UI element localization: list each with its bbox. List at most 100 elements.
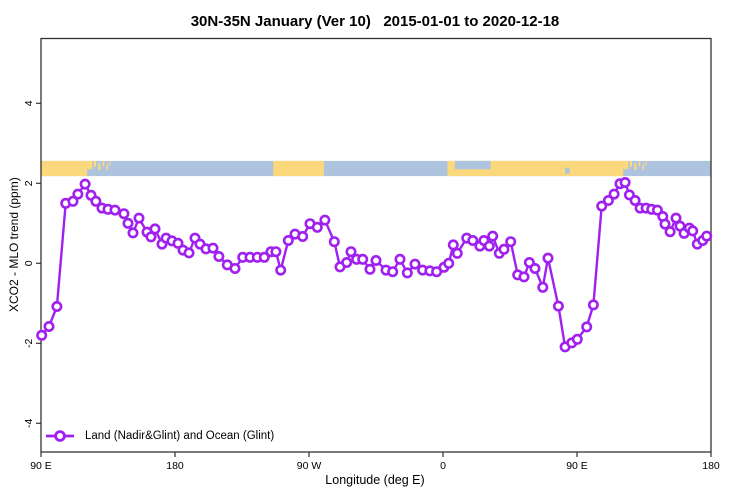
- map-strip-coast-speckle: [102, 160, 105, 167]
- data-point-marker: [608, 188, 620, 200]
- data-point-marker: [357, 253, 369, 265]
- data-point-marker: [51, 300, 63, 312]
- data-point-marker: [341, 256, 353, 268]
- x-tick-label: 180: [702, 460, 720, 472]
- data-point-marker: [328, 236, 340, 248]
- y-tick-label: -4: [23, 418, 35, 427]
- x-tick-label: 90 E: [30, 460, 52, 472]
- data-point-marker: [122, 217, 134, 229]
- data-point-marker: [370, 254, 382, 266]
- legend-marker-icon: [46, 430, 74, 442]
- y-tick-label: 2: [23, 180, 35, 186]
- y-tick-label: -2: [23, 338, 35, 347]
- data-point-marker: [629, 195, 641, 207]
- map-strip-sea-patch: [454, 160, 491, 170]
- data-point-marker: [133, 212, 145, 224]
- data-point-marker: [297, 231, 309, 243]
- data-point-marker: [529, 262, 541, 274]
- map-strip-land: [41, 160, 88, 177]
- x-tick-label: 90 W: [297, 460, 322, 472]
- data-point-marker: [118, 208, 130, 220]
- data-point-marker: [67, 195, 79, 207]
- data-point-marker: [487, 230, 499, 242]
- data-point-marker: [664, 226, 676, 238]
- map-strip-coast-speckle: [638, 160, 641, 167]
- data-point-marker: [571, 333, 583, 345]
- x-tick-label: 180: [166, 460, 184, 472]
- map-strip-sea-patch: [565, 167, 570, 174]
- data-point-marker: [467, 235, 479, 247]
- data-point-marker: [443, 257, 455, 269]
- x-tick-label: 0: [440, 460, 446, 472]
- data-point-marker: [659, 218, 671, 230]
- data-point-marker: [483, 240, 495, 252]
- map-strip-coast-speckle: [645, 160, 647, 166]
- data-point-marker: [687, 225, 699, 237]
- chart-title: 30N-35N January (Ver 10) 2015-01-01 to 2…: [190, 13, 560, 30]
- data-point-marker: [581, 321, 593, 333]
- x-axis-label: Longitude (deg E): [325, 473, 425, 487]
- legend-label: Land (Nadir&Glint) and Ocean (Glint): [85, 430, 275, 442]
- data-point-marker: [552, 300, 564, 312]
- data-point-marker: [387, 266, 399, 278]
- data-point-marker: [409, 258, 421, 270]
- map-strip-coast-speckle: [634, 163, 637, 171]
- data-point-marker: [127, 227, 139, 239]
- data-point-marker: [270, 246, 282, 258]
- data-point-marker: [172, 237, 184, 249]
- y-tick-label: 4: [23, 100, 35, 106]
- map-strip-coast-speckle: [87, 160, 93, 170]
- data-point-marker: [319, 214, 331, 226]
- data-point-marker: [542, 252, 554, 264]
- data-point-marker: [451, 247, 463, 259]
- data-point-marker: [72, 188, 84, 200]
- map-strip-coast-speckle: [109, 160, 111, 166]
- plot-border: [40, 37, 712, 453]
- data-point-marker: [537, 281, 549, 293]
- data-point-marker: [701, 230, 713, 242]
- map-strip-land: [447, 160, 624, 177]
- data-point-marker: [43, 320, 55, 332]
- data-point-marker: [258, 251, 270, 263]
- data-point-marker: [498, 243, 510, 255]
- data-point-marker: [213, 251, 225, 263]
- map-strip-coast-speckle: [629, 160, 633, 167]
- legend-circle: [54, 430, 66, 442]
- map-strip-coast-speckle: [642, 163, 644, 171]
- data-point-marker: [36, 329, 48, 341]
- x-tick-label: 90 E: [566, 460, 588, 472]
- data-point-marker: [602, 195, 614, 207]
- data-point-marker: [229, 262, 241, 274]
- data-point-marker: [505, 236, 517, 248]
- data-point-marker: [670, 212, 682, 224]
- data-point-marker: [364, 263, 376, 275]
- data-point-marker: [394, 253, 406, 265]
- data-point-marker: [282, 235, 294, 247]
- map-strip-coast-speckle: [623, 160, 629, 170]
- map-strip-coast-speckle: [106, 163, 108, 171]
- y-axis-label: XCO2 - MLO trend (ppm): [7, 177, 21, 312]
- data-point-marker: [401, 267, 413, 279]
- data-point-marker: [311, 221, 323, 233]
- data-point-marker: [183, 247, 195, 259]
- data-point-marker: [149, 223, 161, 235]
- data-point-marker: [619, 177, 631, 189]
- map-strip-coast-speckle: [93, 160, 97, 167]
- map-strip-land: [273, 160, 324, 177]
- data-point-marker: [447, 239, 459, 251]
- map-strip-coast-speckle: [98, 163, 101, 171]
- data-point-marker: [345, 246, 357, 258]
- data-point-marker: [79, 178, 91, 190]
- data-point-marker: [275, 264, 287, 276]
- data-point-marker: [145, 231, 157, 243]
- data-point-marker: [90, 195, 102, 207]
- legend: Land (Nadir&Glint) and Ocean (Glint): [44, 427, 274, 445]
- data-point-marker: [596, 200, 608, 212]
- data-point-marker: [587, 299, 599, 311]
- data-point-marker: [518, 271, 530, 283]
- data-point-marker: [109, 204, 121, 216]
- data-point-marker: [207, 242, 219, 254]
- y-tick-label: 0: [23, 260, 35, 266]
